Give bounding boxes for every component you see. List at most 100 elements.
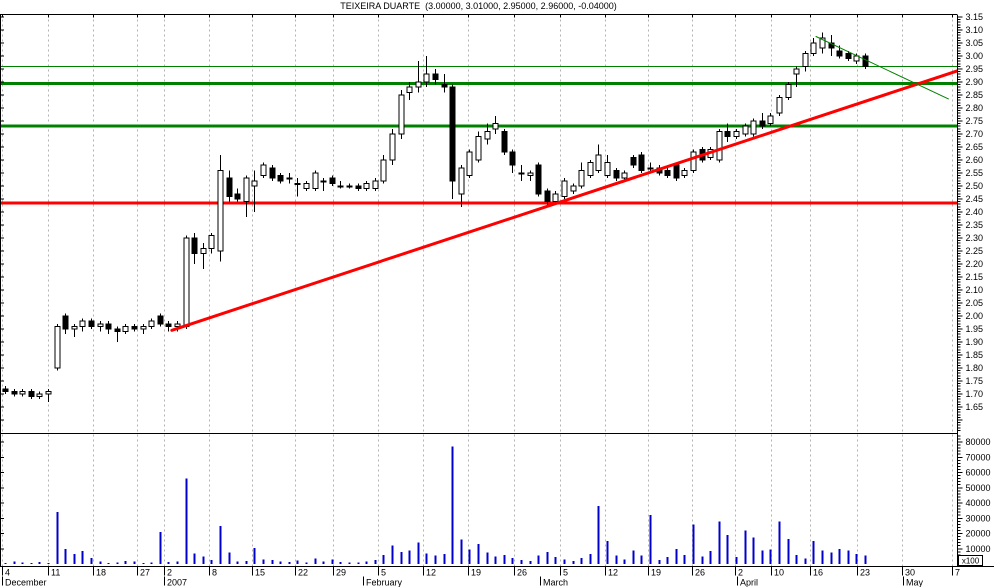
candle-body (320, 180, 327, 183)
volume-bar (589, 554, 592, 564)
date-tick-label: 26 (695, 568, 705, 578)
volume-bar (400, 551, 403, 564)
price-axis-label: 2.50 (966, 181, 984, 191)
price-axis-label: 2.70 (966, 129, 984, 139)
volume-bar (185, 478, 188, 564)
volume-bar (847, 550, 850, 564)
candle (269, 165, 276, 181)
candle-body (690, 151, 697, 171)
candle (183, 235, 190, 329)
candle-body (552, 193, 559, 203)
candle-body (673, 164, 680, 179)
candle-body (346, 185, 353, 188)
candle (71, 323, 78, 337)
volume-bar (632, 550, 635, 564)
date-tick-label: 4 (5, 568, 10, 578)
volume-bar (451, 446, 454, 564)
price-axis-label: 2.10 (966, 285, 984, 295)
volume-bar (150, 562, 153, 564)
candle-body (71, 325, 78, 330)
volume-bar (744, 530, 747, 564)
candle (587, 160, 594, 179)
price-axis-label: 2.25 (966, 246, 984, 256)
volume-bar (219, 525, 222, 564)
candles (2, 32, 869, 402)
candle-body (389, 133, 396, 161)
candle (79, 318, 86, 332)
price-axis-label: 1.65 (966, 402, 984, 412)
volume-bar (305, 562, 308, 564)
volume-bar (460, 539, 463, 564)
volume-bar (511, 557, 514, 564)
candle-body (226, 177, 233, 197)
candle-body (380, 159, 387, 182)
volume-axis-label: 30000 (966, 513, 991, 523)
candle-body (45, 390, 52, 395)
candle-body (793, 68, 800, 75)
volume-bar (357, 562, 360, 564)
candle (406, 82, 413, 101)
price-axis-label: 2.20 (966, 259, 984, 269)
candle-body (286, 177, 293, 180)
volume-bar (718, 521, 721, 564)
candle-body (165, 323, 172, 327)
candle-body (114, 328, 121, 333)
candle-body (140, 325, 147, 330)
weekly-gridlines (2, 14, 953, 567)
candle-body (595, 154, 602, 171)
volume-bar (666, 557, 669, 564)
candle-body (664, 169, 671, 177)
volume-bar (468, 549, 471, 564)
price-axis-label: 3.05 (966, 38, 984, 48)
candle (828, 35, 835, 56)
volume-bar (193, 553, 196, 564)
volume-bar (296, 560, 299, 564)
volume-bar (374, 560, 377, 564)
volume-bar (271, 560, 274, 564)
candle (277, 173, 284, 184)
price-axis-label: 1.75 (966, 376, 984, 386)
candle-body (742, 125, 749, 135)
volume-bar (13, 561, 16, 564)
candle-body (828, 42, 835, 49)
candle-body (724, 130, 731, 138)
candle-body (355, 185, 362, 190)
candle-body (11, 390, 18, 395)
date-tick-label: 16 (813, 568, 823, 578)
candle (604, 154, 611, 179)
volume-bar (494, 556, 497, 564)
candle-body (716, 130, 723, 161)
price-axis-label: 3.00 (966, 51, 984, 61)
candle-body (681, 169, 688, 177)
candle (793, 66, 800, 88)
volume-bar (339, 562, 342, 564)
candle (165, 321, 172, 332)
trend-lines (170, 36, 957, 332)
volume-bar (606, 541, 609, 564)
candle-body (243, 177, 250, 203)
candle-body (260, 164, 267, 177)
date-tick-label: 2 (167, 568, 172, 578)
date-tick-label: 10 (774, 568, 784, 578)
candle (148, 318, 155, 329)
candle (415, 61, 422, 93)
price-axis-label: 2.05 (966, 298, 984, 308)
candle-body (501, 130, 508, 153)
candle-body (191, 237, 198, 255)
candle-body (36, 393, 43, 398)
price-axis-label: 1.85 (966, 350, 984, 360)
volume-bar (658, 560, 661, 564)
volume-bar (124, 560, 127, 564)
volume-bar (322, 561, 325, 564)
volume-bar (417, 542, 420, 564)
candle-body (604, 162, 611, 177)
volume-bar (279, 561, 282, 564)
price-axis-label: 2.40 (966, 207, 984, 217)
candle (260, 162, 267, 179)
candle (19, 388, 26, 397)
candle-body (423, 73, 430, 83)
candle-body (183, 237, 190, 327)
candle (208, 232, 215, 254)
candle (11, 388, 18, 397)
